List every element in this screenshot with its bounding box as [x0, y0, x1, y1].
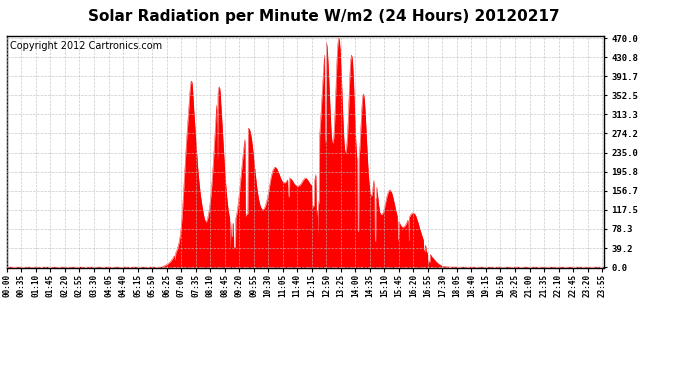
Text: Solar Radiation per Minute W/m2 (24 Hours) 20120217: Solar Radiation per Minute W/m2 (24 Hour… — [88, 9, 560, 24]
Text: Copyright 2012 Cartronics.com: Copyright 2012 Cartronics.com — [10, 42, 162, 51]
